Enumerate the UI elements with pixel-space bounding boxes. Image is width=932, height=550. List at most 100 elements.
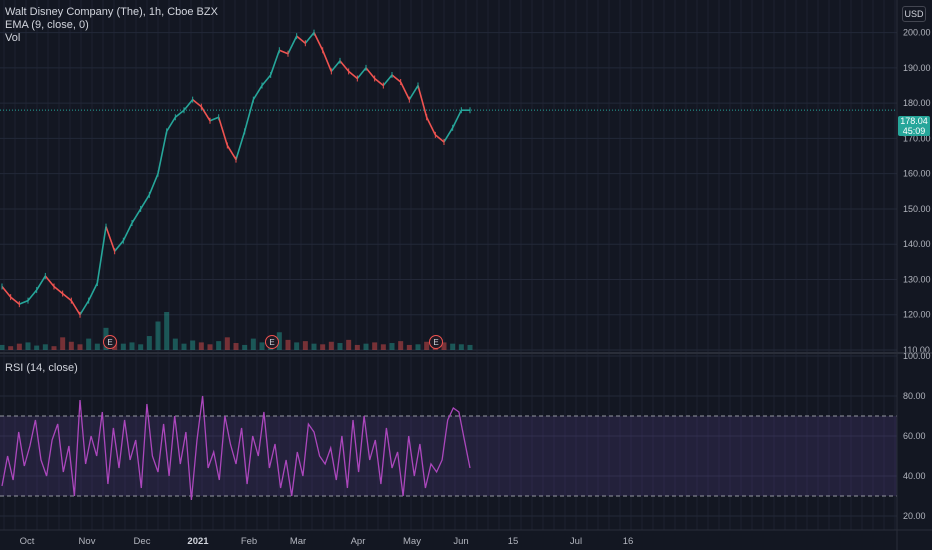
volume-bar — [34, 345, 40, 350]
price-axis-tick-label: 150.00 — [903, 204, 931, 214]
volume-bar — [250, 338, 256, 350]
volume-bar — [242, 344, 248, 350]
volume-bar — [354, 344, 360, 350]
volume-bar — [294, 342, 300, 350]
price-axis-tick-label: 180.00 — [903, 98, 931, 108]
price-segment — [10, 296, 20, 305]
volume-bar — [328, 341, 334, 350]
volume-bar — [77, 344, 83, 350]
rsi-band-fill — [0, 416, 897, 496]
countdown-timer: 45:09 — [902, 126, 926, 136]
price-segment — [157, 131, 168, 174]
price-segment — [174, 109, 185, 118]
volume-bar — [259, 342, 265, 350]
price-segment — [165, 116, 177, 132]
price-segment — [235, 131, 246, 160]
rsi-axis-tick-label: 40.00 — [903, 471, 926, 481]
time-axis-tick-label: Oct — [20, 536, 35, 547]
volume-bar — [233, 343, 239, 350]
price-segment — [269, 49, 281, 76]
volume-bar — [224, 337, 230, 350]
volume-bar — [16, 343, 22, 350]
price-segment — [200, 106, 211, 122]
earnings-marker[interactable]: E — [429, 335, 443, 349]
time-axis-tick-label: Mar — [290, 536, 306, 547]
price-axis-tick-label: 170.00 — [903, 133, 931, 143]
price-segment — [279, 49, 289, 55]
volume-bar — [441, 342, 447, 350]
volume-bar — [60, 337, 66, 350]
price-segment — [105, 226, 116, 252]
earnings-marker[interactable]: E — [265, 335, 279, 349]
price-segment — [391, 74, 402, 83]
price-segment — [252, 85, 263, 101]
volume-bar — [181, 343, 187, 350]
price-segment — [139, 194, 151, 210]
price-segment — [304, 32, 315, 44]
price-segment — [87, 282, 99, 301]
price-segment — [1, 286, 12, 298]
price-segment — [209, 116, 219, 122]
rsi-axis-tick-label: 100.00 — [903, 351, 931, 361]
ema-legend[interactable]: EMA (9, close, 0) — [5, 19, 89, 31]
earnings-marker[interactable]: E — [103, 335, 117, 349]
volume-bar — [389, 343, 395, 350]
volume-bar — [406, 344, 412, 350]
rsi-axis-tick-label: 20.00 — [903, 511, 926, 521]
time-axis-tick-label: Nov — [79, 536, 96, 547]
volume-bar — [276, 332, 282, 350]
price-segment — [70, 300, 81, 316]
price-segment — [243, 99, 255, 132]
price-segment — [96, 226, 107, 284]
volume-bar — [155, 321, 161, 350]
chart-title: Walt Disney Company (The), 1h, Cboe BZX — [5, 6, 218, 18]
volume-bar — [337, 343, 343, 350]
volume-bar — [8, 346, 14, 350]
time-axis-tick-label: 2021 — [187, 536, 209, 547]
rsi-line — [1, 395, 471, 501]
time-axis-tick-label: Dec — [134, 536, 151, 547]
price-segment — [313, 32, 324, 51]
price-axis-tick-label: 190.00 — [903, 63, 931, 73]
price-segment — [148, 173, 159, 196]
volume-bar — [320, 344, 326, 350]
volume-bar — [51, 346, 57, 350]
price-segment — [382, 74, 393, 87]
volume-bar — [129, 342, 135, 350]
volume-bar — [120, 343, 126, 350]
volume-bar — [302, 341, 308, 350]
price-axis-tick-label: 110.00 — [903, 345, 930, 355]
price-segment — [217, 117, 229, 146]
volume-bar — [216, 341, 222, 350]
volume-bar — [138, 344, 144, 350]
price-segment — [321, 49, 333, 72]
time-axis-tick-label: Jul — [570, 536, 582, 547]
price-segment — [261, 74, 272, 87]
rsi-legend[interactable]: RSI (14, close) — [5, 362, 78, 374]
volume-bar — [424, 341, 430, 350]
earnings-marker-label: E — [433, 338, 438, 347]
price-series — [0, 29, 897, 318]
volume-bar — [398, 341, 404, 350]
time-axis-tick-label: 15 — [508, 536, 519, 547]
last-price-tag: 178.04 45:09 — [898, 116, 930, 136]
price-segment — [131, 208, 142, 224]
vol-legend[interactable]: Vol — [5, 32, 21, 44]
price-segment — [399, 81, 411, 100]
price-segment — [374, 77, 384, 87]
earnings-marker-circle — [103, 335, 117, 349]
earnings-marker-circle — [265, 335, 279, 349]
price-axis-tick-label: 140.00 — [903, 239, 931, 249]
currency-badge[interactable]: USD — [902, 6, 926, 22]
price-segment — [19, 299, 29, 305]
price-segment — [114, 240, 124, 252]
volume-bar — [146, 336, 152, 350]
price-segment — [408, 85, 419, 101]
price-segment — [296, 35, 306, 44]
price-segment — [330, 60, 341, 72]
price-segment — [451, 109, 463, 129]
time-axis-tick-label: Jun — [453, 536, 468, 547]
